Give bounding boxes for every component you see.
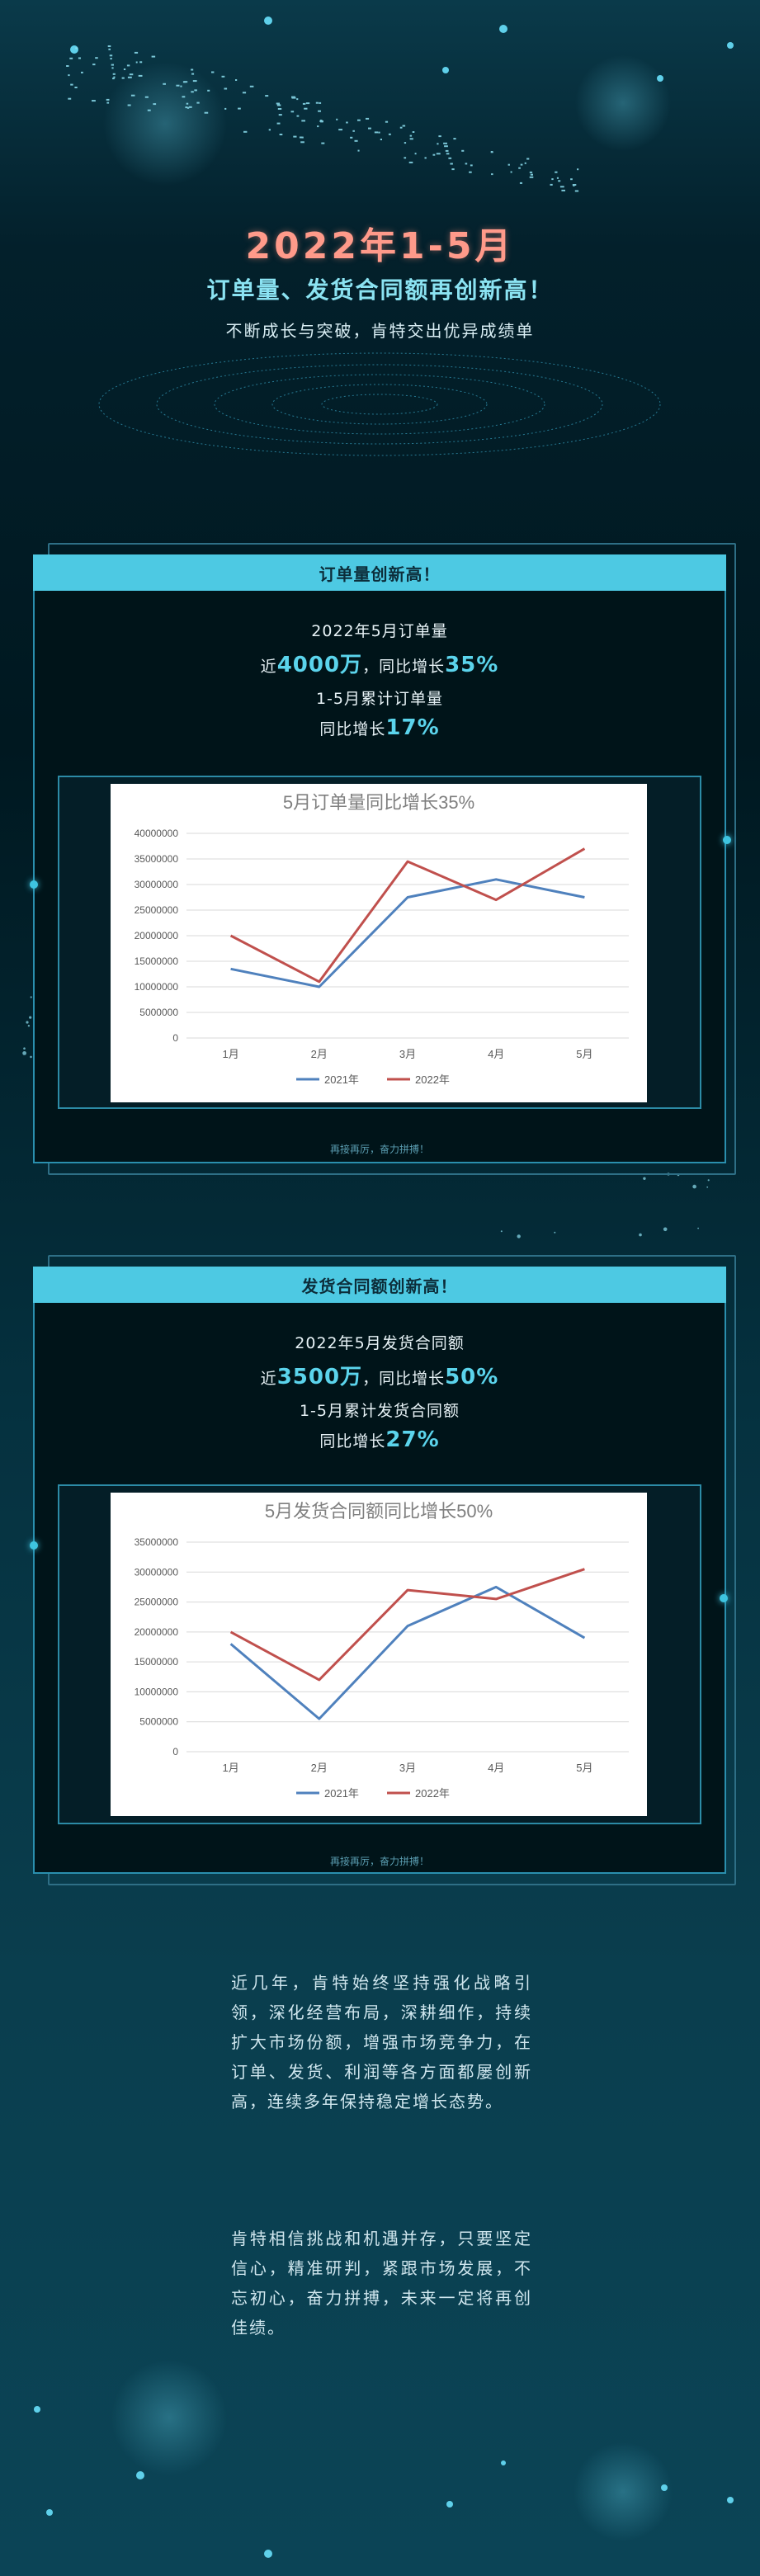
stat-percent: 17%	[385, 715, 440, 740]
y-tick-label: 25000000	[135, 1597, 179, 1608]
y-tick-label: 5000000	[139, 1716, 178, 1728]
stat-value: 3500万	[276, 1365, 363, 1389]
x-tick-label: 4月	[488, 1048, 504, 1060]
x-tick-label: 4月	[488, 1762, 504, 1774]
stat-line-1: 2022年5月发货合同额	[295, 1334, 465, 1352]
panel-footer: 再接再厉，奋力拼搏！	[329, 1856, 429, 1867]
legend-label: 2021年	[324, 1787, 359, 1800]
stat-line-4: 同比增长27%	[33, 1427, 726, 1452]
y-tick-label: 25000000	[135, 904, 179, 916]
legend-label: 2021年	[324, 1073, 359, 1086]
y-tick-label: 35000000	[135, 1536, 179, 1548]
x-tick-label: 5月	[576, 1762, 592, 1774]
hero-subtitle: 订单量、发货合同额再创新高！	[206, 276, 554, 304]
paragraph-1: 近几年，肯特始终坚持强化战略引领，深化经营布局，深耕细作，持续扩大市场份额，增强…	[231, 1973, 532, 2111]
y-tick-label: 5000000	[139, 1007, 178, 1018]
stat-line-3: 1-5月累计订单量	[315, 690, 444, 708]
series-line-2022年	[229, 1568, 585, 1682]
x-tick-label: 3月	[399, 1762, 416, 1774]
x-tick-label: 1月	[222, 1762, 238, 1774]
legend-label: 2022年	[415, 1073, 450, 1086]
side-dot	[30, 1541, 38, 1550]
series-line-2021年	[229, 1585, 586, 1720]
x-tick-label: 2月	[311, 1762, 328, 1774]
y-tick-label: 10000000	[135, 981, 179, 993]
chart-container: 5月订单量同比增长35% 0 5000000 10000000 15000000 2000…	[58, 776, 701, 1109]
stat-line-4: 同比增长17%	[33, 715, 726, 740]
y-tick-label: 20000000	[135, 1626, 179, 1638]
y-tick-label: 0	[172, 1746, 178, 1757]
y-tick-label: 40000000	[135, 828, 179, 839]
shipments-line-chart: 5月发货合同额同比增长50% 0 5000000 10000000 15000000 20…	[135, 1501, 629, 1800]
y-tick-label: 0	[172, 1032, 178, 1044]
stat-line-2: 近3500万，同比增长50%	[33, 1360, 726, 1390]
legend-label: 2022年	[415, 1787, 450, 1800]
y-tick-label: 20000000	[135, 930, 179, 941]
shipments-panel: 发货合同额创新高！ 2022年5月发货合同额 近3500万，同比增长50% 1-…	[33, 1255, 736, 1885]
series-line-2022年	[229, 847, 586, 984]
decorative-rings	[98, 352, 661, 456]
chart-title: 5月发货合同额同比增长50%	[265, 1501, 493, 1522]
stat-line-2: 近4000万，同比增长35%	[33, 648, 726, 678]
side-dot	[723, 836, 731, 844]
stat-line-3: 1-5月累计发货合同额	[299, 1402, 460, 1420]
hero-description: 不断成长与突破，肯特交出优异成绩单	[225, 321, 535, 341]
x-tick-label: 2月	[311, 1048, 328, 1060]
stat-percent: 35%	[445, 653, 499, 677]
stat-prefix: 同比增长	[319, 1432, 386, 1451]
chart-title: 5月订单量同比增长35%	[283, 792, 474, 813]
stat-prefix: 近	[260, 658, 277, 676]
y-tick-label: 35000000	[135, 853, 179, 865]
y-tick-label: 10000000	[135, 1686, 179, 1697]
side-dot	[30, 880, 38, 889]
x-tick-label: 1月	[222, 1048, 238, 1060]
chart-area: 5月订单量同比增长35% 0 5000000 10000000 15000000 2000…	[111, 784, 647, 1102]
orders-line-chart: 5月订单量同比增长35% 0 5000000 10000000 15000000 2000…	[135, 792, 629, 1086]
hero-title: 2022年1-5月	[245, 225, 515, 267]
stat-value: 4000万	[276, 653, 363, 677]
stat-mid: ，同比增长	[362, 1370, 446, 1388]
stat-percent: 50%	[445, 1365, 499, 1389]
orders-panel: 订单量创新高！ 2022年5月订单量 近4000万，同比增长35% 1-5月累计…	[33, 543, 736, 1175]
y-tick-label: 15000000	[135, 955, 179, 967]
stat-percent: 27%	[385, 1427, 440, 1452]
panel-header: 发货合同额创新高！	[33, 1267, 726, 1303]
stat-prefix: 近	[260, 1370, 277, 1388]
x-tick-label: 5月	[576, 1048, 592, 1060]
y-tick-label: 30000000	[135, 879, 179, 890]
y-tick-label: 15000000	[135, 1656, 179, 1668]
panel-header: 订单量创新高！	[33, 554, 726, 591]
chart-area: 5月发货合同额同比增长50% 0 5000000 10000000 15000000 20…	[111, 1493, 647, 1816]
y-tick-label: 30000000	[135, 1566, 179, 1578]
stat-line-1: 2022年5月订单量	[311, 622, 448, 640]
series-line-2021年	[230, 878, 585, 988]
side-dot	[720, 1594, 728, 1602]
stat-prefix: 同比增长	[319, 720, 386, 738]
panel-footer: 再接再厉，奋力拼搏！	[329, 1144, 429, 1155]
paragraph-2: 肯特相信挑战和机遇并存，只要坚定信心，精准研判，紧跟市场发展，不忘初心，奋力拼搏…	[231, 2229, 532, 2338]
stat-mid: ，同比增长	[362, 658, 446, 676]
chart-container: 5月发货合同额同比增长50% 0 5000000 10000000 15000000 20…	[58, 1484, 701, 1824]
x-tick-label: 3月	[399, 1048, 416, 1060]
